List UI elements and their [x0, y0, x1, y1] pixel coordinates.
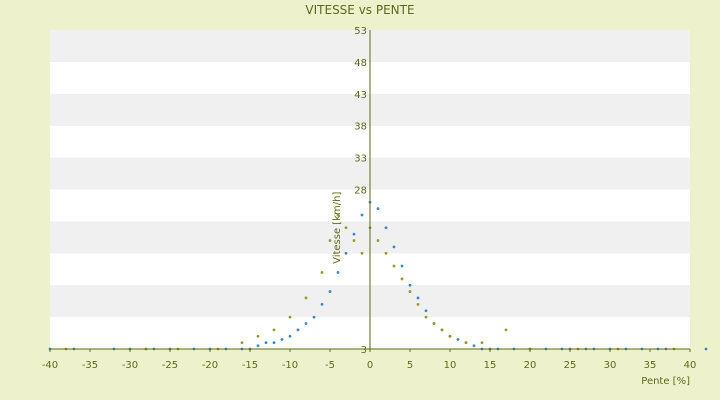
- data-point: [304, 322, 308, 325]
- x-tick-label: 35: [644, 360, 657, 371]
- data-point: [384, 251, 388, 255]
- data-point: [376, 207, 380, 211]
- data-point: [360, 251, 364, 255]
- x-tick-label: 15: [484, 360, 497, 371]
- data-point: [392, 264, 396, 268]
- data-point: [288, 334, 292, 338]
- data-point: [408, 283, 412, 287]
- x-tick-label: 20: [524, 360, 537, 371]
- data-point: [376, 239, 380, 242]
- axis-ticks: -40 -35 -30 -25 -20 -15 -10 -5 0 5 10 15 20 25 30 35 40 3…: [42, 26, 697, 371]
- data-point: [400, 277, 404, 281]
- data-point: [416, 296, 420, 300]
- data-point: [256, 334, 260, 338]
- data-point: [344, 251, 348, 255]
- data-point: [352, 239, 356, 242]
- data-point: [328, 290, 332, 293]
- data-point: [296, 328, 300, 332]
- data-point: [312, 315, 316, 319]
- y-tick-label: 48: [354, 58, 367, 69]
- x-tick-label: -15: [242, 360, 258, 371]
- data-point: [320, 302, 324, 306]
- x-tick-label: 40: [684, 360, 697, 371]
- data-point: [392, 245, 396, 249]
- data-point: [384, 226, 388, 230]
- x-tick-label: 5: [407, 360, 413, 371]
- data-point: [472, 344, 476, 348]
- data-point: [416, 302, 420, 306]
- chart-title: VITESSE vs PENTE: [305, 3, 414, 17]
- y-tick-label: 43: [354, 90, 367, 101]
- data-point: [504, 328, 508, 332]
- data-point: [424, 315, 428, 319]
- data-point: [440, 328, 444, 332]
- x-tick-label: 30: [604, 360, 617, 371]
- y-axis-label: Vitesse [km/h]: [332, 192, 343, 264]
- x-tick-label: -20: [202, 360, 218, 371]
- data-point: [464, 341, 468, 345]
- y-tick-label: 3: [361, 345, 367, 356]
- data-point: [400, 264, 404, 268]
- data-point: [328, 239, 332, 242]
- x-axis-label: Pente [%]: [641, 376, 690, 387]
- y-tick-label: 33: [354, 154, 367, 165]
- data-point: [448, 334, 452, 338]
- y-tick-label: 38: [354, 122, 367, 133]
- data-point: [272, 341, 276, 345]
- x-tick-label: 0: [367, 360, 373, 371]
- data-point: [288, 315, 292, 319]
- data-point: [280, 338, 284, 341]
- data-point: [456, 338, 460, 341]
- data-point: [352, 232, 356, 236]
- x-tick-label: 10: [444, 360, 457, 371]
- data-point: [336, 271, 340, 274]
- data-point: [336, 213, 340, 217]
- x-tick-label: -35: [82, 360, 98, 371]
- data-point: [480, 341, 484, 345]
- data-point: [344, 226, 348, 230]
- x-tick-label: -5: [325, 360, 335, 371]
- data-point: [432, 322, 436, 325]
- data-point: [256, 344, 260, 348]
- x-tick-label: 25: [564, 360, 577, 371]
- data-point: [272, 328, 276, 332]
- y-tick-label: 53: [354, 26, 367, 37]
- data-point: [320, 271, 324, 274]
- data-point: [408, 290, 412, 293]
- data-point: [264, 341, 268, 345]
- x-tick-label: -10: [282, 360, 298, 371]
- y-tick-label: 28: [354, 186, 367, 197]
- data-point: [360, 213, 364, 217]
- data-point: [240, 341, 244, 345]
- x-tick-label: -25: [162, 360, 178, 371]
- data-point: [304, 296, 308, 300]
- data-point: [704, 347, 708, 351]
- data-point: [424, 309, 428, 313]
- x-tick-label: -30: [122, 360, 138, 371]
- x-tick-label: -40: [42, 360, 58, 371]
